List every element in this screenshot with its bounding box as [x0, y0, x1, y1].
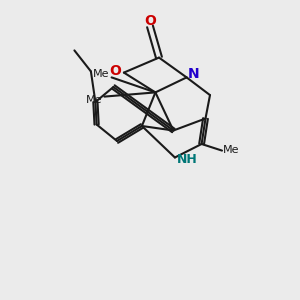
Text: O: O — [110, 64, 122, 78]
Text: Me: Me — [93, 69, 109, 80]
Text: Me: Me — [85, 94, 102, 105]
Text: N: N — [188, 67, 200, 80]
Text: O: O — [144, 14, 156, 28]
Text: Me: Me — [223, 145, 239, 155]
Text: NH: NH — [176, 153, 197, 167]
